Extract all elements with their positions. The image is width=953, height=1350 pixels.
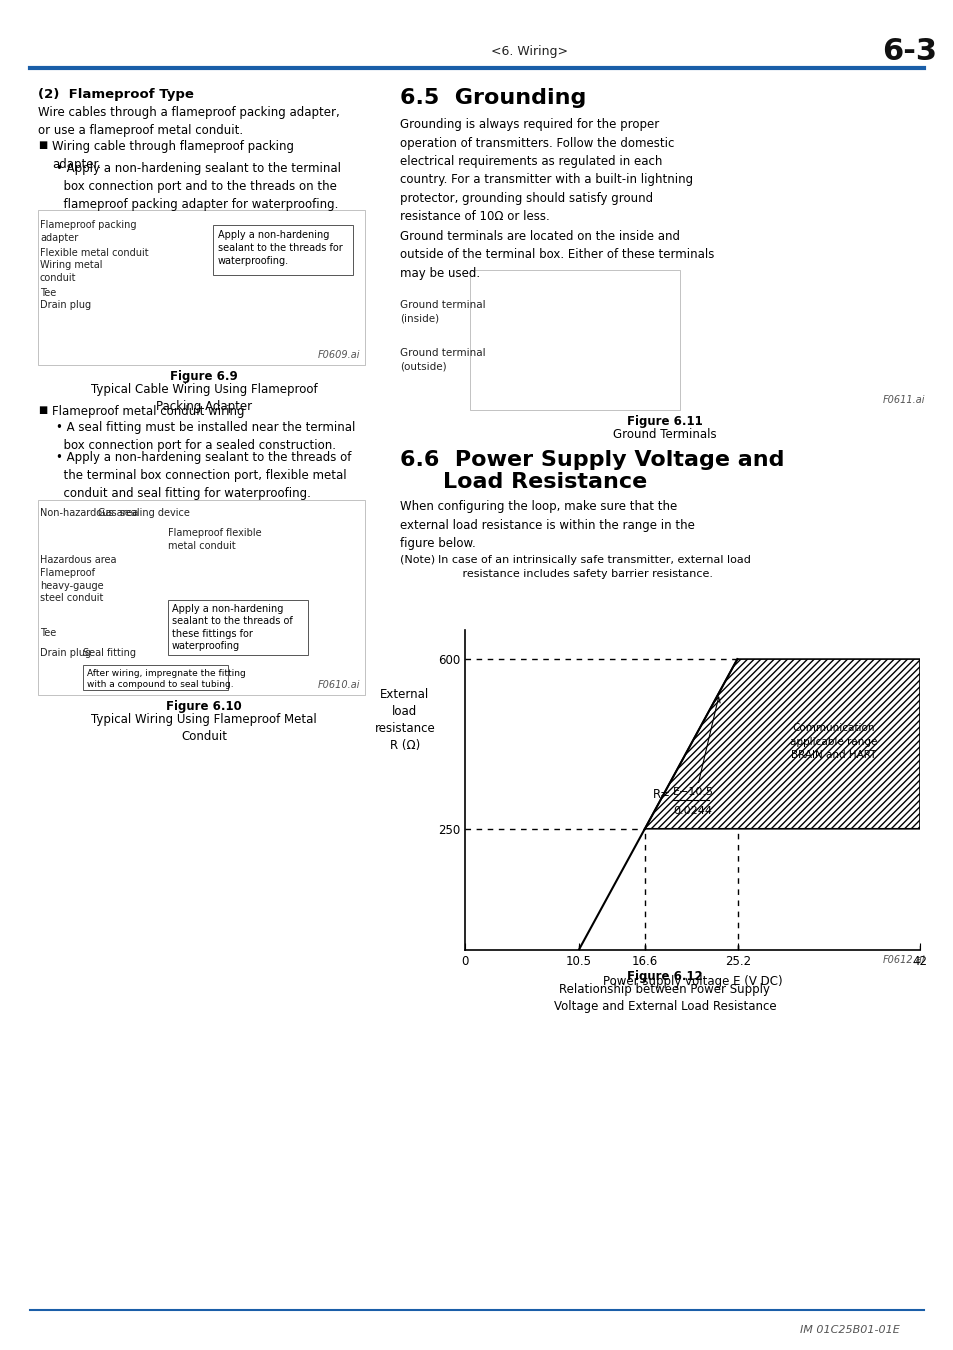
Text: Communication
applicable range
BRAIN and HART: Communication applicable range BRAIN and… bbox=[789, 724, 876, 760]
Text: • Apply a non-hardening sealant to the terminal
  box connection port and to the: • Apply a non-hardening sealant to the t… bbox=[56, 162, 340, 211]
Text: Drain plug: Drain plug bbox=[40, 300, 91, 310]
Text: 6-3: 6-3 bbox=[882, 38, 937, 66]
Text: 0.0244: 0.0244 bbox=[672, 806, 711, 815]
Text: Ground terminals are located on the inside and
outside of the terminal box. Eith: Ground terminals are located on the insi… bbox=[399, 230, 714, 279]
Text: Figure 6.11: Figure 6.11 bbox=[626, 414, 702, 428]
Text: (2)  Flameproof Type: (2) Flameproof Type bbox=[38, 88, 193, 101]
Text: Gas sealing device: Gas sealing device bbox=[98, 508, 190, 518]
Text: E−10.5: E−10.5 bbox=[672, 787, 713, 798]
Text: In case of an intrinsically safe transmitter, external load
       resistance in: In case of an intrinsically safe transmi… bbox=[437, 555, 750, 579]
Text: Wiring cable through flameproof packing
adapter.: Wiring cable through flameproof packing … bbox=[52, 140, 294, 171]
Text: Hazardous area
Flameproof
heavy-gauge
steel conduit: Hazardous area Flameproof heavy-gauge st… bbox=[40, 555, 116, 603]
Text: Figure 6.9: Figure 6.9 bbox=[170, 370, 237, 383]
Text: Grounding is always required for the proper
operation of transmitters. Follow th: Grounding is always required for the pro… bbox=[399, 117, 693, 224]
Text: F0610.ai: F0610.ai bbox=[317, 680, 359, 690]
Text: Wiring metal
conduit: Wiring metal conduit bbox=[40, 261, 102, 284]
Text: <6. Wiring>: <6. Wiring> bbox=[491, 46, 568, 58]
Text: Wire cables through a flameproof packing adapter,
or use a flameproof metal cond: Wire cables through a flameproof packing… bbox=[38, 107, 339, 136]
Text: R=: R= bbox=[652, 788, 670, 802]
Bar bbox=[213, 225, 353, 275]
Bar bbox=[83, 666, 228, 690]
Bar bbox=[168, 599, 308, 655]
Text: Tee: Tee bbox=[40, 288, 56, 298]
Text: Apply a non-hardening
sealant to the threads for
waterproofing.: Apply a non-hardening sealant to the thr… bbox=[218, 230, 342, 266]
Text: F0612.ai: F0612.ai bbox=[882, 954, 924, 965]
Text: 6.6  Power Supply Voltage and: 6.6 Power Supply Voltage and bbox=[399, 450, 783, 470]
Text: Typical Wiring Using Flameproof Metal
Conduit: Typical Wiring Using Flameproof Metal Co… bbox=[91, 713, 316, 743]
X-axis label: Power supply voltage E (V DC): Power supply voltage E (V DC) bbox=[602, 975, 781, 988]
Text: Tee: Tee bbox=[40, 628, 56, 639]
Text: Ground terminal
(outside): Ground terminal (outside) bbox=[399, 348, 485, 371]
Text: Flameproof flexible
metal conduit: Flameproof flexible metal conduit bbox=[168, 528, 261, 551]
Text: Flexible metal conduit: Flexible metal conduit bbox=[40, 248, 149, 258]
Bar bbox=[470, 270, 679, 410]
Text: IM 01C25B01-01E: IM 01C25B01-01E bbox=[800, 1324, 899, 1335]
Text: Load Resistance: Load Resistance bbox=[442, 472, 646, 491]
Text: Apply a non-hardening
sealant to the threads of
these fittings for
waterproofing: Apply a non-hardening sealant to the thr… bbox=[172, 603, 293, 651]
Text: F0609.ai: F0609.ai bbox=[317, 350, 359, 360]
Text: F0611.ai: F0611.ai bbox=[882, 396, 924, 405]
Text: 6.5  Grounding: 6.5 Grounding bbox=[399, 88, 586, 108]
Text: When configuring the loop, make sure that the
external load resistance is within: When configuring the loop, make sure tha… bbox=[399, 500, 694, 549]
Text: After wiring, impregnate the fitting
with a compound to seal tubing.: After wiring, impregnate the fitting wit… bbox=[87, 670, 246, 688]
Text: Drain plug: Drain plug bbox=[40, 648, 91, 657]
Text: • A seal fitting must be installed near the terminal
  box connection port for a: • A seal fitting must be installed near … bbox=[56, 421, 355, 452]
Text: Figure 6.12: Figure 6.12 bbox=[626, 971, 702, 983]
Polygon shape bbox=[644, 659, 919, 829]
Text: Flameproof packing
adapter: Flameproof packing adapter bbox=[40, 220, 136, 243]
Text: ■: ■ bbox=[38, 405, 48, 414]
Text: Ground terminal
(inside): Ground terminal (inside) bbox=[399, 300, 485, 323]
Text: Non-hazardous area: Non-hazardous area bbox=[40, 508, 138, 518]
Text: Figure 6.10: Figure 6.10 bbox=[166, 701, 242, 713]
Bar bbox=[38, 500, 365, 695]
Text: (Note): (Note) bbox=[399, 555, 435, 566]
Bar bbox=[38, 211, 365, 364]
Text: • Apply a non-hardening sealant to the threads of
  the terminal box connection : • Apply a non-hardening sealant to the t… bbox=[56, 451, 351, 500]
Text: Flameproof metal conduit wiring: Flameproof metal conduit wiring bbox=[52, 405, 244, 418]
Text: Ground Terminals: Ground Terminals bbox=[613, 428, 716, 441]
Text: Seal fitting: Seal fitting bbox=[83, 648, 136, 657]
Text: Relationship between Power Supply
Voltage and External Load Resistance: Relationship between Power Supply Voltag… bbox=[553, 983, 776, 1012]
Text: ■: ■ bbox=[38, 140, 48, 150]
Text: External
load
resistance
R (Ω): External load resistance R (Ω) bbox=[375, 688, 435, 752]
Text: Typical Cable Wiring Using Flameproof
Packing Adapter: Typical Cable Wiring Using Flameproof Pa… bbox=[91, 383, 317, 413]
